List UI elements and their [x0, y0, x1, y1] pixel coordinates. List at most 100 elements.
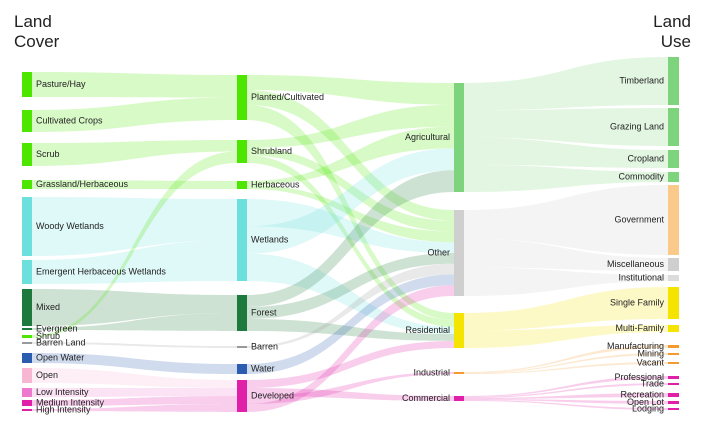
label-open: Open [36, 370, 58, 380]
link-wetlands-to-agricultural [247, 148, 454, 254]
link-forest-to-other [247, 253, 454, 319]
node-government [668, 185, 679, 255]
link-forest-to-agricultural [247, 170, 454, 307]
link-crops-to-planted [32, 97, 237, 132]
label-openwater: Open Water [36, 352, 84, 362]
link-commercial-to-lodging [464, 400, 668, 410]
link-evergreen-to-forest [32, 313, 237, 331]
link-planted-to-agricultural [247, 75, 454, 105]
link-water-to-other [247, 274, 454, 374]
link-residential-to-singlefam [464, 287, 668, 331]
link-agricultural-to-cropland [464, 137, 668, 168]
sankey-nodes [22, 57, 679, 412]
link-developed-to-other [247, 285, 454, 412]
label-barrenland: Barren Land [36, 337, 86, 347]
label-barren: Barren [251, 341, 278, 351]
label-recreation: Recreation [620, 389, 664, 399]
node-misc [668, 258, 679, 271]
node-cropland [668, 150, 679, 168]
link-highint-to-developed [32, 404, 237, 412]
label-evergreen: Evergreen [36, 323, 78, 333]
link-agricultural-to-commodity [464, 164, 668, 192]
link-commercial-to-trade [464, 383, 668, 398]
sankey-labels: Pasture/Hay Cultivated Crops Scrub Grasslan… [36, 75, 664, 414]
label-shrubland: Shrubland [251, 146, 292, 156]
node-institutional [668, 275, 679, 281]
node-highint [22, 409, 32, 411]
node-lodging [668, 408, 679, 410]
sankey-links [32, 57, 668, 412]
node-lowint [22, 388, 32, 397]
node-forest [237, 295, 247, 331]
link-residential-to-multifam [464, 325, 668, 348]
node-grazing [668, 108, 679, 146]
link-developed-to-industrial [247, 372, 454, 404]
link-emergent-to-wetlands [32, 240, 237, 284]
node-other [454, 210, 464, 296]
link-barren-to-other [247, 263, 454, 348]
label-agricultural: Agricultural [405, 132, 450, 142]
label-grass: Grassland/Herbaceous [36, 179, 129, 189]
link-forest-to-residential [247, 319, 454, 341]
node-shrub [22, 335, 32, 338]
link-developed-to-residential [247, 341, 454, 388]
link-shrub-to-shrubland [32, 151, 237, 338]
label-manufacturing: Manufacturing [607, 341, 664, 351]
link-industrial-to-vacant [464, 362, 668, 374]
node-shrubland [237, 140, 247, 163]
link-barrenland-to-barren [32, 342, 237, 348]
node-barren [237, 346, 247, 348]
label-institutional: Institutional [618, 272, 664, 282]
link-medint-to-developed [32, 396, 237, 406]
node-mixed [22, 289, 32, 326]
link-wetlands-to-other [247, 199, 454, 253]
label-timberland: Timberland [619, 75, 664, 85]
label-pasture: Pasture/Hay [36, 79, 86, 89]
label-scrub: Scrub [36, 149, 60, 159]
link-scrub-to-shrubland [32, 140, 237, 166]
label-planted: Planted/Cultivated [251, 92, 324, 102]
label-misc: Miscellaneous [607, 259, 665, 269]
node-commercial [454, 396, 464, 401]
label-wetlands: Wetlands [251, 234, 289, 244]
link-shrubland-to-agricultural [247, 104, 454, 148]
label-water: Water [251, 363, 275, 373]
label-developed: Developed [251, 390, 294, 400]
node-residential [454, 313, 464, 348]
label-forest: Forest [251, 307, 277, 317]
link-developed-to-commercial [247, 388, 454, 401]
land-cover-heading-line2: Cover [14, 32, 60, 51]
node-open [22, 368, 32, 383]
link-other-to-misc [464, 238, 668, 271]
node-scrub [22, 143, 32, 166]
node-agricultural [454, 83, 464, 192]
node-recreation [668, 393, 679, 397]
node-timberland [668, 57, 679, 105]
link-agricultural-to-grazing [464, 108, 668, 146]
link-planted-to-other [247, 90, 454, 221]
link-open-to-developed [32, 368, 237, 388]
label-lodging: Lodging [632, 403, 664, 413]
label-residential: Residential [405, 325, 450, 335]
link-shrubland-to-residential [247, 155, 454, 327]
link-herbaceous-to-agricultural [247, 126, 454, 185]
land-use-heading-line1: Land [653, 12, 691, 31]
link-pasture-to-planted [32, 72, 237, 98]
link-shrubland-to-other [247, 147, 454, 232]
node-singlefam [668, 287, 679, 319]
label-medint: Medium Intensity [36, 397, 105, 407]
label-multifam: Multi-Family [616, 323, 665, 333]
node-openwater [22, 353, 32, 363]
link-mixed-to-forest [32, 289, 237, 326]
label-singlefam: Single Family [610, 297, 665, 307]
link-other-to-government [464, 185, 668, 255]
label-commodity: Commodity [618, 171, 664, 181]
node-emergent [22, 260, 32, 284]
link-commercial-to-openlot [464, 399, 668, 404]
node-wetlands [237, 199, 247, 281]
label-other: Other [427, 247, 450, 257]
node-multifam [668, 325, 679, 332]
link-lowint-to-developed [32, 388, 237, 397]
link-planted-to-residential [247, 105, 454, 320]
label-professional: Professional [614, 372, 664, 382]
